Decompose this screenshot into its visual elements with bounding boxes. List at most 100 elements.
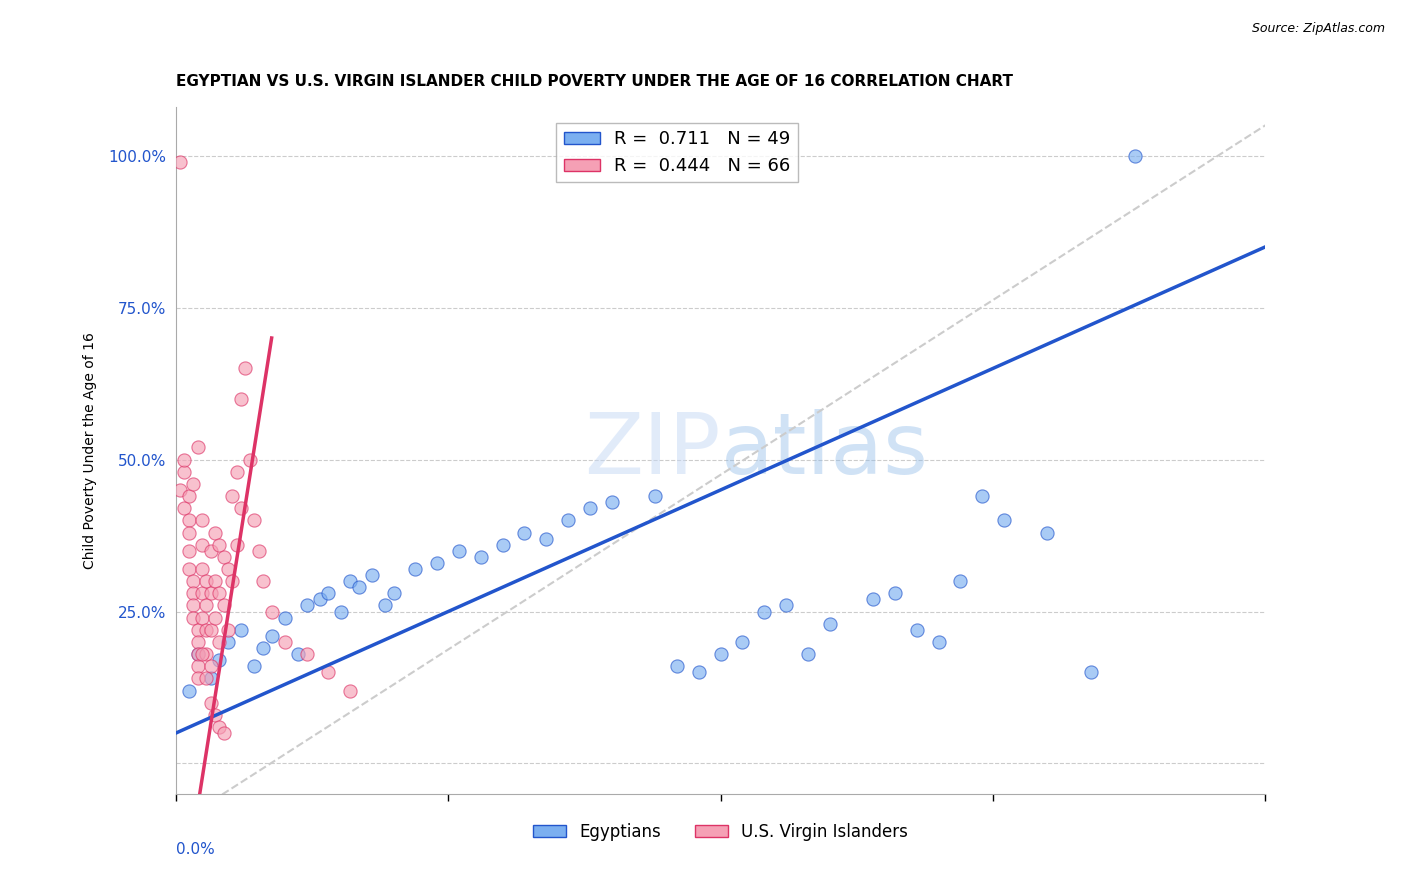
Point (360, 568, 382, 582)
Point (200, 696, 222, 710)
Point (252, 574, 274, 589)
Point (710, 647, 733, 661)
Point (181, 476, 204, 491)
Point (666, 659, 689, 673)
Point (186, 647, 209, 661)
Point (221, 574, 243, 589)
Point (177, 513, 200, 527)
Point (231, 501, 253, 516)
Point (405, 562, 427, 576)
Point (231, 623, 253, 637)
Point (339, 683, 361, 698)
Point (177, 489, 200, 503)
Point (208, 538, 231, 552)
Point (1080, 665, 1102, 680)
Point (993, 513, 1015, 527)
Text: atlas: atlas (721, 409, 928, 492)
Point (970, 489, 993, 503)
Point (173, 501, 195, 516)
Point (1123, 149, 1146, 163)
Point (600, 495, 623, 509)
Point (186, 647, 209, 661)
Point (239, 452, 262, 467)
Text: EGYPTIAN VS U.S. VIRGIN ISLANDER CHILD POVERTY UNDER THE AGE OF 16 CORRELATION C: EGYPTIAN VS U.S. VIRGIN ISLANDER CHILD P… (176, 74, 1012, 89)
Point (200, 543, 222, 558)
Point (884, 586, 907, 600)
Point (186, 635, 209, 649)
Point (186, 441, 209, 455)
Point (169, 483, 191, 497)
Point (177, 562, 200, 576)
Point (204, 707, 226, 722)
Point (169, 154, 191, 169)
Point (470, 549, 492, 564)
Point (905, 623, 928, 637)
Point (243, 513, 266, 527)
Point (204, 610, 226, 624)
Point (796, 647, 818, 661)
Point (295, 599, 318, 613)
Point (231, 392, 253, 406)
Point (208, 586, 231, 600)
Point (225, 465, 247, 479)
Point (208, 720, 231, 734)
Point (195, 623, 218, 637)
Point (212, 599, 235, 613)
Point (382, 586, 405, 600)
Point (513, 525, 536, 540)
Point (644, 489, 666, 503)
Point (318, 586, 340, 600)
Point (195, 672, 218, 686)
Point (308, 592, 330, 607)
Point (775, 599, 797, 613)
Point (818, 616, 841, 631)
Point (186, 659, 209, 673)
Point (260, 629, 283, 643)
Point (217, 562, 239, 576)
Point (200, 659, 222, 673)
Point (200, 623, 222, 637)
Point (181, 610, 204, 624)
Point (177, 525, 200, 540)
Point (208, 635, 231, 649)
Point (204, 574, 226, 589)
Point (191, 538, 214, 552)
Point (928, 635, 950, 649)
Point (191, 562, 214, 576)
Point (235, 361, 257, 376)
Point (339, 574, 361, 589)
Point (191, 586, 214, 600)
Y-axis label: Child Poverty Under the Age of 16: Child Poverty Under the Age of 16 (83, 332, 97, 569)
Point (318, 665, 340, 680)
Point (557, 513, 579, 527)
Point (191, 647, 214, 661)
Point (426, 556, 449, 570)
Point (534, 532, 557, 546)
Point (195, 647, 218, 661)
Point (754, 605, 776, 619)
Point (247, 543, 270, 558)
Legend: Egyptians, U.S. Virgin Islanders: Egyptians, U.S. Virgin Islanders (526, 816, 915, 847)
Point (191, 610, 214, 624)
Point (1036, 525, 1059, 540)
Point (252, 640, 274, 655)
Point (217, 623, 239, 637)
Point (579, 501, 602, 516)
Text: ZIP: ZIP (583, 409, 721, 492)
Text: 0.0%: 0.0% (176, 842, 215, 857)
Point (177, 683, 200, 698)
Point (447, 543, 470, 558)
Point (221, 489, 243, 503)
Point (374, 599, 396, 613)
Point (181, 586, 204, 600)
Point (177, 543, 200, 558)
Point (186, 623, 209, 637)
Point (274, 635, 297, 649)
Point (181, 599, 204, 613)
Point (212, 726, 235, 740)
Point (212, 549, 235, 564)
Point (186, 672, 209, 686)
Point (217, 635, 239, 649)
Point (225, 538, 247, 552)
Point (195, 599, 218, 613)
